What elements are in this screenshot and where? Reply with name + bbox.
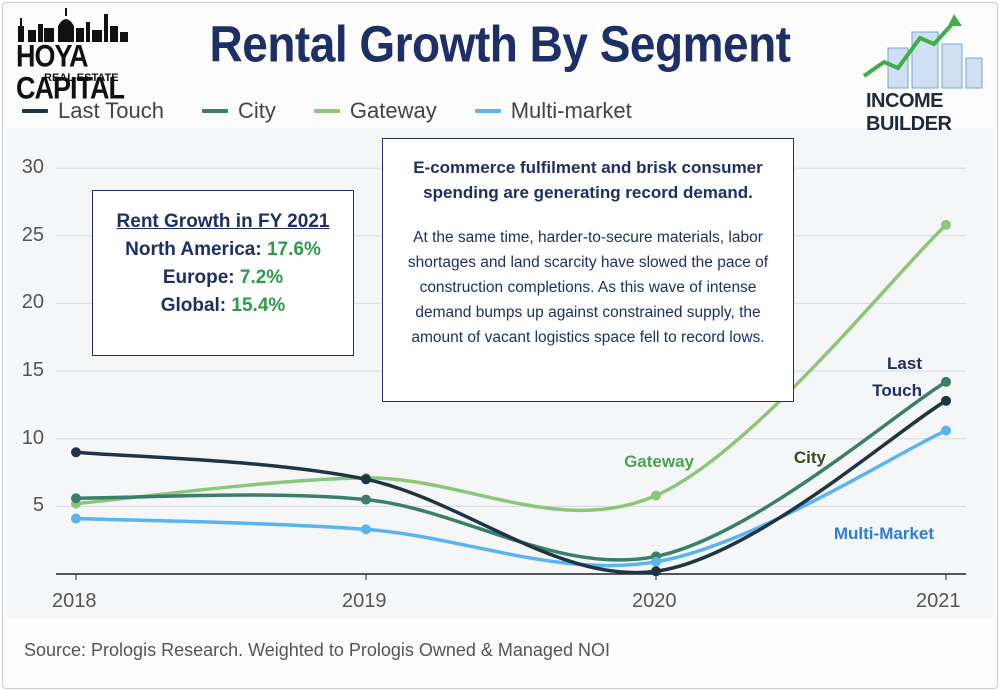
series-line-gateway: [74, 223, 948, 513]
y-tick-label-15: 15: [21, 359, 44, 382]
rent-growth-row-global: Global: 15.4%: [93, 295, 353, 317]
y-tick-label-30: 30: [21, 156, 44, 179]
legend-item-gateway: Gateway: [313, 98, 437, 124]
y-tick-label-25: 25: [21, 223, 44, 246]
y-tick-label-5: 5: [32, 494, 44, 517]
point-multi-market-2021: [941, 425, 951, 436]
income-builder-logo: INCOME BUILDER: [858, 10, 990, 135]
point-multi-market-2018: [71, 513, 81, 524]
legend-item-city: City: [202, 98, 276, 124]
row-value: 7.2%: [239, 267, 284, 288]
series-line-multi-market: [74, 428, 948, 568]
point-last-touch-2020: [651, 566, 661, 577]
row-value: 15.4%: [231, 295, 286, 316]
legend-swatch: [22, 109, 48, 113]
legend: Last Touch City Gateway Multi-market: [22, 96, 670, 126]
annotation-last-touch: Last Touch: [872, 354, 922, 400]
source-note: Source: Prologis Research. Weighted to P…: [24, 640, 610, 660]
legend-label: Last Touch: [58, 98, 165, 123]
row-label: Europe:: [162, 267, 235, 288]
logo-left-line2: REAL ESTATE: [44, 72, 119, 84]
building-growth-icon: [862, 14, 983, 89]
logo-right-text: INCOME BUILDER: [866, 90, 952, 135]
commentary-headline: E-commerce fulfilment and brisk consumer…: [413, 158, 763, 202]
annotation-gateway: Gateway: [624, 452, 694, 471]
legend-item-multi-market: Multi-market: [474, 98, 632, 124]
rent-growth-row-north-america: North America: 17.6%: [93, 239, 353, 261]
point-gateway-2020: [651, 490, 661, 501]
point-last-touch-2019: [361, 474, 371, 485]
annotation-city: City: [793, 448, 826, 467]
row-value: 17.6%: [266, 239, 321, 260]
point-multi-market-2020: [651, 556, 661, 567]
point-city-2018: [71, 493, 81, 504]
series-line-last-touch: [74, 399, 948, 575]
legend-swatch: [202, 109, 229, 113]
y-tick-label-20: 20: [21, 291, 44, 314]
legend-swatch: [474, 109, 501, 113]
logo-left-line1: HOYA CAPITAL: [16, 38, 125, 106]
row-label: North America:: [125, 239, 262, 260]
x-tick-label-2021: 2021: [916, 590, 961, 612]
legend-swatch: [313, 109, 340, 113]
point-multi-market-2019: [361, 524, 371, 535]
y-tick-label-10: 10: [21, 426, 44, 449]
legend-label: Gateway: [349, 98, 437, 123]
point-last-touch-2021: [941, 395, 951, 406]
rent-growth-row-europe: Europe: 7.2%: [93, 267, 353, 289]
commentary-box: E-commerce fulfilment and brisk consumer…: [382, 138, 794, 402]
commentary-body: At the same time, harder-to-secure mater…: [407, 229, 769, 346]
chart-title: Rental Growth By Segment: [209, 15, 791, 73]
rent-growth-box: Rent Growth in FY 2021 North America: 17…: [92, 190, 354, 356]
legend-item-last-touch: Last Touch: [22, 98, 164, 124]
rent-growth-title: Rent Growth in FY 2021: [116, 211, 330, 232]
row-label: Global:: [160, 295, 227, 316]
legend-label: Multi-market: [510, 98, 632, 123]
annotation-multi-market: Multi-Market: [833, 524, 934, 543]
x-tick-label-2019: 2019: [342, 590, 387, 612]
x-tick-label-2020: 2020: [632, 590, 677, 612]
point-gateway-2021: [941, 219, 951, 230]
point-city-2019: [361, 494, 371, 505]
legend-label: City: [238, 98, 276, 123]
point-last-touch-2018: [71, 447, 81, 458]
point-city-2021: [941, 376, 951, 387]
skyline-icon: [18, 8, 128, 42]
hoya-capital-logo: HOYA CAPITAL REAL ESTATE: [14, 6, 132, 104]
x-tick-label-2018: 2018: [52, 590, 97, 612]
